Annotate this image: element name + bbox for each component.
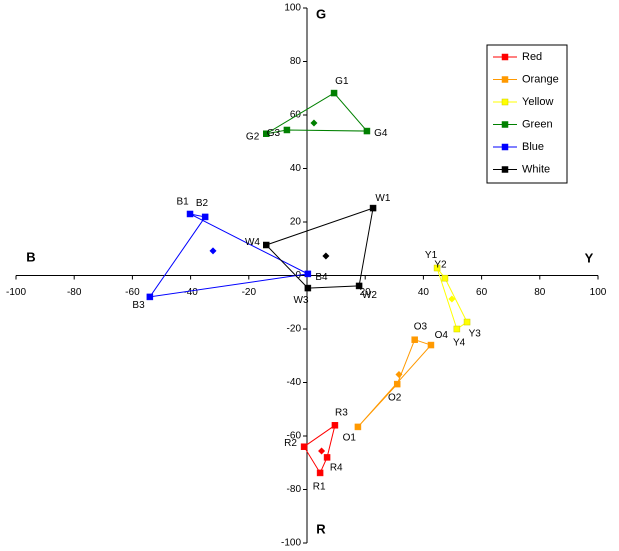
- centroid-marker: [322, 252, 330, 260]
- y-tick-label: 60: [290, 110, 302, 121]
- legend-marker: [501, 98, 509, 106]
- x-tick-label: 40: [418, 287, 430, 298]
- legend-box: [486, 44, 568, 184]
- x-tick-label: 80: [534, 287, 546, 298]
- point-marker: [300, 443, 308, 450]
- series-outline: [148, 213, 310, 298]
- point-marker: [331, 422, 339, 429]
- y-tick-label: 80: [290, 56, 302, 67]
- point-marker: [411, 336, 418, 343]
- centroid-marker: [310, 119, 318, 127]
- point-label: B3: [132, 300, 145, 311]
- point-marker: [363, 127, 371, 135]
- point-label: O3: [414, 322, 428, 333]
- point-label: Y1: [425, 250, 438, 261]
- legend-label: Green: [522, 118, 553, 130]
- point-label: G4: [374, 128, 388, 139]
- point-label: B1: [177, 197, 190, 208]
- centroid-marker: [209, 247, 217, 255]
- x-tick-label: -80: [67, 287, 82, 298]
- legend-label: Orange: [522, 73, 559, 85]
- point-label: G1: [335, 76, 349, 87]
- point-label: B4: [315, 272, 328, 283]
- axis-label-left: B: [26, 249, 35, 264]
- point-label: B2: [196, 198, 209, 209]
- y-tick-label: -60: [287, 431, 302, 442]
- centroid-marker: [395, 370, 403, 378]
- x-tick-label: 20: [360, 287, 372, 298]
- point-marker: [369, 204, 377, 212]
- legend-label: Yellow: [522, 96, 553, 108]
- point-label: W2: [362, 290, 377, 301]
- x-tick-label: -20: [242, 287, 257, 298]
- point-label: R1: [313, 482, 326, 493]
- legend-marker: [501, 143, 509, 151]
- point-marker: [323, 454, 331, 461]
- point-marker: [186, 210, 194, 218]
- point-marker: [441, 274, 449, 282]
- legend-marker: [501, 166, 509, 173]
- point-label: Y4: [453, 337, 466, 348]
- point-label: O2: [388, 393, 402, 404]
- point-label: G3: [267, 128, 281, 139]
- point-label: O4: [435, 330, 449, 341]
- legend-label: White: [522, 163, 550, 175]
- point-marker: [453, 325, 461, 333]
- legend-label: Blue: [522, 141, 544, 153]
- point-marker: [304, 270, 312, 278]
- point-marker: [427, 341, 435, 349]
- y-tick-label: -20: [287, 324, 302, 335]
- y-tick-label: -40: [287, 377, 302, 388]
- point-label: W1: [375, 193, 390, 204]
- y-tick-label: -100: [281, 538, 301, 549]
- axis-label-top: G: [316, 6, 326, 21]
- axis-label-bottom: R: [316, 521, 326, 536]
- legend-marker: [501, 121, 509, 128]
- point-label: R3: [335, 408, 348, 419]
- x-tick-label: 100: [590, 287, 607, 298]
- point-label: R4: [330, 463, 343, 474]
- series-outline: [266, 92, 369, 135]
- point-marker: [263, 241, 270, 249]
- point-label: Y2: [434, 260, 447, 271]
- point-marker: [330, 89, 338, 97]
- y-tick-label: 40: [290, 163, 302, 174]
- point-marker: [201, 213, 209, 221]
- point-label: W4: [245, 237, 260, 248]
- point-marker: [304, 284, 312, 292]
- centroid-marker: [318, 447, 326, 455]
- centroid-marker: [448, 295, 456, 303]
- x-tick-label: -40: [183, 287, 198, 298]
- point-marker: [316, 469, 324, 477]
- x-tick-label: 60: [476, 287, 488, 298]
- point-marker: [463, 318, 471, 326]
- point-label: O1: [343, 433, 357, 444]
- point-label: R2: [284, 438, 297, 449]
- point-marker: [355, 282, 363, 290]
- axis-label-right: Y: [585, 250, 594, 265]
- y-tick-label: 100: [284, 3, 301, 14]
- legend-label: Red: [522, 51, 542, 63]
- point-marker: [393, 380, 401, 388]
- legend-marker: [501, 76, 509, 83]
- y-tick-label: 20: [290, 217, 302, 228]
- point-marker: [283, 126, 291, 134]
- point-label: G2: [246, 131, 260, 142]
- legend-marker: [501, 53, 509, 61]
- y-tick-label: -80: [287, 484, 302, 495]
- point-marker: [433, 264, 441, 272]
- x-tick-label: -100: [6, 287, 26, 298]
- point-marker: [354, 423, 362, 431]
- point-marker: [263, 130, 270, 137]
- x-tick-label: -60: [125, 287, 140, 298]
- point-label: W3: [294, 295, 309, 306]
- point-label: Y3: [469, 328, 482, 339]
- point-marker: [146, 293, 154, 301]
